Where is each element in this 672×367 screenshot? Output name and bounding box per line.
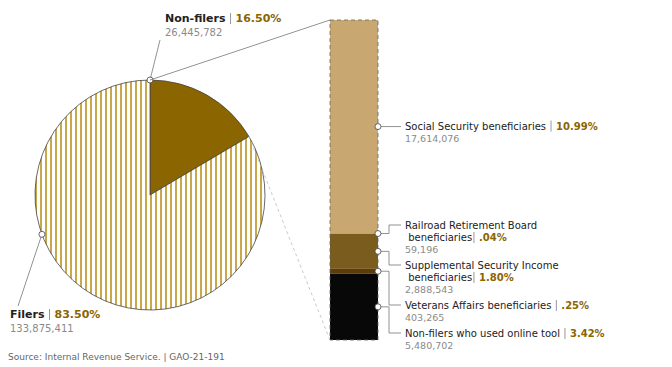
- chart-container: Non-filers 16.50% 26,445,782 Filers 83.50% 13…: [0, 0, 672, 367]
- connector-marker: [375, 248, 381, 254]
- pie-count-label: 26,445,782: [165, 27, 222, 38]
- pie: [35, 80, 265, 310]
- bar-segment: [330, 274, 378, 340]
- segment-value-label: .25%: [561, 300, 589, 311]
- segment-name: Railroad Retirement Board beneficiaries: [405, 220, 537, 243]
- segment-name-line: Railroad Retirement Board: [405, 220, 537, 231]
- connector-marker: [375, 304, 381, 310]
- segment-label: Social Security beneficiaries 10.99% 17,61…: [405, 121, 598, 144]
- connector-marker: [375, 231, 381, 237]
- segment-labels: Social Security beneficiaries 10.99% 17,61…: [405, 121, 605, 351]
- segment-name-line: Social Security beneficiaries: [405, 121, 546, 132]
- bar-segments: [330, 20, 378, 340]
- connector-marker: [375, 268, 381, 274]
- bar-segment: [330, 269, 378, 274]
- segment-count-label: 59,196: [405, 244, 438, 255]
- pie-labels: Non-filers 16.50% 26,445,782 Filers 83.50% 13…: [10, 12, 281, 334]
- segment-value-label: 3.42%: [570, 328, 605, 339]
- segment-value-label: .04%: [479, 232, 507, 243]
- label-divider: [564, 328, 565, 339]
- bar-segment: [330, 234, 378, 269]
- label-divider: [49, 309, 50, 320]
- connector: [378, 126, 401, 127]
- pie-value-label: 83.50%: [55, 308, 101, 321]
- connector: [378, 271, 401, 305]
- pie-bar-link: [249, 136, 330, 340]
- segment-label: Non-filers who used online tool 3.42% 5,48…: [405, 328, 605, 351]
- pie-bar-link: [150, 20, 330, 80]
- chart: Non-filers 16.50% 26,445,782 Filers 83.50% 13…: [0, 0, 672, 367]
- segment-label: Veterans Affairs beneficiaries .25% 403,26…: [405, 300, 589, 323]
- bar-frame: [330, 20, 378, 340]
- segment-count-label: 2,888,543: [405, 284, 453, 295]
- segment-count-label: 403,265: [405, 312, 444, 323]
- segment-name: Supplemental Security Income beneficiari…: [405, 260, 559, 283]
- segment-name-line: Non-filers who used online tool: [405, 328, 560, 339]
- segment-label: Railroad Retirement Board beneficiaries.…: [405, 220, 537, 255]
- segment-label: Supplemental Security Income beneficiari…: [405, 260, 559, 295]
- label-divider: [230, 13, 231, 24]
- segment-value-label: 1.80%: [479, 272, 514, 283]
- segment-name: Veterans Affairs beneficiaries: [405, 300, 551, 311]
- label-divider: [551, 121, 552, 132]
- segment-name-line: beneficiaries: [405, 232, 472, 243]
- segment-name-line: beneficiaries: [405, 272, 472, 283]
- leader-marker: [39, 231, 45, 237]
- pie-slice: [35, 80, 265, 310]
- segment-count-label: 17,614,076: [405, 133, 459, 144]
- label-divider: [556, 300, 557, 311]
- label-divider: [473, 272, 474, 283]
- segment-name: Non-filers who used online tool: [405, 328, 560, 339]
- connector: [378, 307, 401, 333]
- source-note: Source: Internal Revenue Service. | GAO-…: [8, 352, 225, 362]
- connector: [378, 251, 401, 265]
- segment-count-label: 5,480,702: [405, 340, 453, 351]
- segment-connectors: [375, 124, 401, 333]
- pie-category-label: Non-filers: [165, 12, 226, 25]
- segment-name-line: Veterans Affairs beneficiaries: [405, 300, 551, 311]
- bar-segment: [330, 20, 378, 233]
- segment-name-line: Supplemental Security Income: [405, 260, 559, 271]
- connector-marker: [375, 124, 381, 130]
- label-divider: [473, 232, 474, 243]
- pie-value-label: 16.50%: [236, 12, 282, 25]
- connector: [378, 225, 401, 234]
- leader-line: [150, 40, 160, 80]
- pie-category-label: Filers: [10, 308, 45, 321]
- leader-line: [18, 234, 42, 306]
- pie-count-label: 133,875,411: [10, 323, 74, 334]
- segment-value-label: 10.99%: [556, 121, 598, 132]
- segment-name: Social Security beneficiaries: [405, 121, 546, 132]
